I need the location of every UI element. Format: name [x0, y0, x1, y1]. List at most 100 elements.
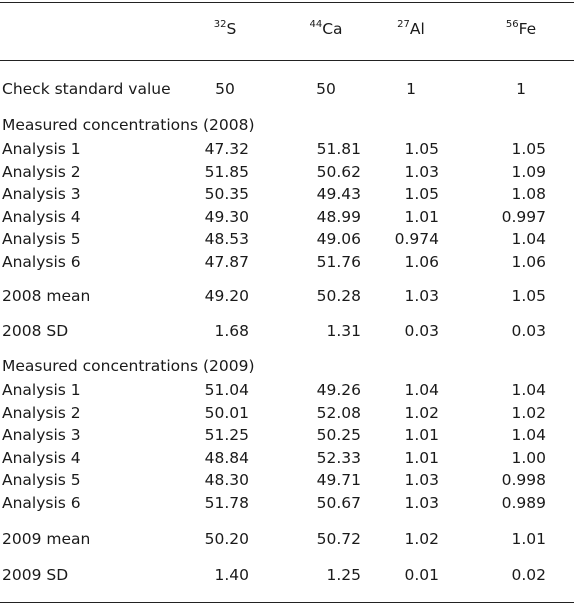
cell-ca: 51.81 — [316, 140, 361, 158]
table-row: Analysis 3 50.35 49.43 1.05 1.08 — [0, 183, 574, 205]
top-rule — [0, 2, 574, 3]
cell-fe: 1.01 — [511, 530, 546, 548]
table-row: Analysis 3 51.25 50.25 1.01 1.04 — [0, 424, 574, 446]
cell-s: 48.30 — [204, 471, 249, 489]
col-header-ca: 44Ca — [309, 19, 343, 39]
cell-ca: 52.33 — [316, 448, 361, 467]
table-row: Analysis 1 51.04 49.26 1.04 1.04 — [0, 379, 574, 401]
row-label: 2009 SD — [2, 566, 69, 584]
cell-s: 47.32 — [204, 140, 249, 158]
cell-al: 1.02 — [404, 403, 439, 422]
cell-ca: 1.25 — [326, 566, 361, 584]
col-header-fe: 56Fe — [505, 19, 537, 39]
header-row: 32S 44Ca 27Al 56Fe — [0, 18, 574, 40]
cell-fe: 0.989 — [501, 493, 546, 512]
cell-ca: 49.26 — [316, 381, 361, 399]
cell-ca: 48.99 — [316, 207, 361, 226]
cell-ca: 50.25 — [316, 426, 361, 444]
table-row: Analysis 2 50.01 52.08 1.02 1.02 — [0, 402, 574, 424]
table-row: Analysis 1 47.32 51.81 1.05 1.05 — [0, 138, 574, 160]
cell-ca: 49.71 — [316, 471, 361, 489]
sd-row-2009: 2009 SD 1.40 1.25 0.01 0.02 — [0, 564, 574, 586]
cell-fe: 1.00 — [511, 448, 546, 467]
cell-al: 1.01 — [404, 207, 439, 226]
row-label: 2009 mean — [2, 530, 91, 548]
cell-ca: 50.28 — [316, 287, 361, 305]
cell-al: 1 — [406, 80, 416, 98]
cell-fe: 1.05 — [511, 287, 546, 305]
cell-fe: 1.08 — [511, 185, 546, 203]
header-rule — [0, 60, 574, 61]
cell-s: 49.30 — [204, 207, 249, 226]
cell-al: 1.05 — [404, 185, 439, 203]
cell-al: 0.03 — [404, 322, 439, 340]
row-label: Analysis 3 — [2, 426, 81, 444]
cell-fe: 0.997 — [501, 207, 546, 226]
cell-s: 51.85 — [204, 162, 249, 181]
cell-ca: 1.31 — [326, 322, 361, 340]
cell-al: 1.03 — [404, 493, 439, 512]
cell-fe: 0.02 — [511, 566, 546, 584]
cell-al: 1.03 — [404, 287, 439, 305]
cell-s: 48.53 — [204, 230, 249, 248]
row-label: Analysis 5 — [2, 471, 81, 489]
mean-row-2008: 2008 mean 49.20 50.28 1.03 1.05 — [0, 285, 574, 307]
cell-fe: 1.04 — [511, 426, 546, 444]
cell-fe: 1.04 — [511, 230, 546, 248]
cell-s: 50.35 — [204, 185, 249, 203]
table-row: Analysis 5 48.30 49.71 1.03 0.998 — [0, 469, 574, 491]
cell-s: 47.87 — [204, 252, 249, 271]
row-label: Analysis 4 — [2, 207, 81, 226]
cell-al: 1.02 — [404, 530, 439, 548]
row-label: Analysis 6 — [2, 252, 81, 271]
cell-fe: 1 — [516, 80, 526, 98]
row-label: Analysis 6 — [2, 493, 81, 512]
row-label: Analysis 2 — [2, 162, 81, 181]
cell-fe: 0.03 — [511, 322, 546, 340]
row-label: Analysis 1 — [2, 381, 81, 399]
mean-row-2009: 2009 mean 50.20 50.72 1.02 1.01 — [0, 528, 574, 550]
cell-fe: 1.05 — [511, 140, 546, 158]
cell-s: 50.20 — [204, 530, 249, 548]
cell-fe: 1.09 — [511, 162, 546, 181]
cell-ca: 50.72 — [316, 530, 361, 548]
bottom-rule — [0, 602, 574, 603]
cell-al: 1.01 — [404, 448, 439, 467]
row-label: Check standard value — [2, 80, 171, 98]
cell-ca: 51.76 — [316, 252, 361, 271]
section-label: Measured concentrations (2008) — [2, 116, 255, 134]
cell-al: 0.974 — [394, 230, 439, 248]
table-row: Analysis 5 48.53 49.06 0.974 1.04 — [0, 228, 574, 250]
cell-s: 49.20 — [204, 287, 249, 305]
section-heading-2009: Measured concentrations (2009) — [0, 355, 574, 377]
cell-ca: 49.06 — [316, 230, 361, 248]
cell-fe: 0.998 — [501, 471, 546, 489]
cell-al: 1.05 — [404, 140, 439, 158]
cell-s: 1.40 — [214, 566, 249, 584]
section-heading-2008: Measured concentrations (2008) — [0, 114, 574, 136]
table-row: Analysis 4 49.30 48.99 1.01 0.997 — [0, 206, 574, 228]
cell-s: 51.25 — [204, 426, 249, 444]
section-label: Measured concentrations (2009) — [2, 357, 255, 375]
cell-s: 50 — [215, 80, 235, 98]
check-standard-row: Check standard value 50 50 1 1 — [0, 78, 574, 100]
cell-fe: 1.06 — [511, 252, 546, 271]
table-row: Analysis 6 47.87 51.76 1.06 1.06 — [0, 251, 574, 273]
row-label: Analysis 3 — [2, 185, 81, 203]
cell-s: 48.84 — [204, 448, 249, 467]
col-header-al: 27Al — [397, 19, 425, 39]
row-label: Analysis 5 — [2, 230, 81, 248]
table-row: Analysis 4 48.84 52.33 1.01 1.00 — [0, 447, 574, 469]
row-label: 2008 SD — [2, 322, 69, 340]
cell-ca: 49.43 — [316, 185, 361, 203]
cell-s: 50.01 — [204, 403, 249, 422]
cell-ca: 52.08 — [316, 403, 361, 422]
cell-al: 1.06 — [404, 252, 439, 271]
cell-al: 0.01 — [404, 566, 439, 584]
cell-ca: 50 — [316, 80, 336, 98]
row-label: 2008 mean — [2, 287, 91, 305]
cell-s: 51.04 — [204, 381, 249, 399]
cell-ca: 50.62 — [316, 162, 361, 181]
row-label: Analysis 4 — [2, 448, 81, 467]
col-header-s: 32S — [213, 19, 237, 39]
